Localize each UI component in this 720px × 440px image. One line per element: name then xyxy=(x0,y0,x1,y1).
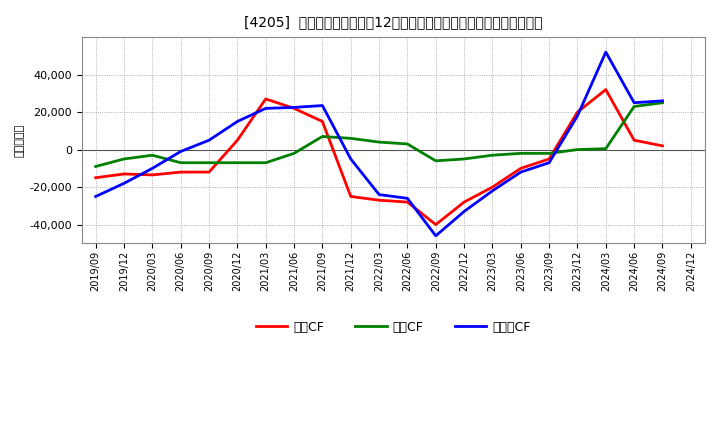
投資CF xyxy=(403,141,412,147)
営業CF xyxy=(91,175,100,180)
営業CF xyxy=(403,199,412,205)
フリーCF xyxy=(233,119,242,124)
フリーCF xyxy=(573,113,582,118)
投資CF xyxy=(176,160,185,165)
投資CF xyxy=(545,151,554,156)
投資CF xyxy=(148,153,157,158)
フリーCF xyxy=(289,105,298,110)
営業CF xyxy=(630,138,639,143)
フリーCF xyxy=(545,160,554,165)
投資CF xyxy=(460,156,469,161)
営業CF xyxy=(601,87,610,92)
投資CF xyxy=(516,151,525,156)
営業CF xyxy=(120,171,128,176)
Line: 営業CF: 営業CF xyxy=(96,90,662,224)
フリーCF xyxy=(488,188,497,194)
営業CF xyxy=(261,96,270,102)
投資CF xyxy=(204,160,213,165)
営業CF xyxy=(375,198,384,203)
Title: [4205]  キャッシュフローの12か月移動合計の対前年同期増減額の推移: [4205] キャッシュフローの12か月移動合計の対前年同期増減額の推移 xyxy=(244,15,542,29)
営業CF xyxy=(346,194,355,199)
フリーCF xyxy=(601,49,610,55)
Legend: 営業CF, 投資CF, フリーCF: 営業CF, 投資CF, フリーCF xyxy=(251,315,536,338)
営業CF xyxy=(516,166,525,171)
投資CF xyxy=(318,134,327,139)
投資CF xyxy=(289,151,298,156)
フリーCF xyxy=(176,149,185,154)
営業CF xyxy=(148,172,157,178)
Line: フリーCF: フリーCF xyxy=(96,52,662,236)
フリーCF xyxy=(261,106,270,111)
フリーCF xyxy=(346,156,355,161)
営業CF xyxy=(460,199,469,205)
Line: 投資CF: 投資CF xyxy=(96,103,662,166)
投資CF xyxy=(233,160,242,165)
投資CF xyxy=(573,147,582,152)
投資CF xyxy=(375,139,384,145)
営業CF xyxy=(233,138,242,143)
フリーCF xyxy=(460,209,469,214)
営業CF xyxy=(289,106,298,111)
営業CF xyxy=(545,156,554,161)
フリーCF xyxy=(148,166,157,171)
投資CF xyxy=(346,136,355,141)
営業CF xyxy=(431,222,440,227)
フリーCF xyxy=(516,169,525,175)
フリーCF xyxy=(204,138,213,143)
営業CF xyxy=(573,110,582,115)
フリーCF xyxy=(375,192,384,197)
投資CF xyxy=(91,164,100,169)
投資CF xyxy=(431,158,440,164)
Y-axis label: （百万円）: （百万円） xyxy=(15,124,25,157)
フリーCF xyxy=(630,100,639,105)
投資CF xyxy=(601,146,610,151)
フリーCF xyxy=(431,233,440,238)
投資CF xyxy=(488,153,497,158)
フリーCF xyxy=(318,103,327,108)
投資CF xyxy=(658,100,667,105)
フリーCF xyxy=(120,181,128,186)
営業CF xyxy=(204,169,213,175)
営業CF xyxy=(318,119,327,124)
投資CF xyxy=(120,156,128,161)
フリーCF xyxy=(658,98,667,103)
営業CF xyxy=(176,169,185,175)
フリーCF xyxy=(403,196,412,201)
営業CF xyxy=(658,143,667,148)
営業CF xyxy=(488,184,497,190)
フリーCF xyxy=(91,194,100,199)
投資CF xyxy=(630,104,639,109)
投資CF xyxy=(261,160,270,165)
